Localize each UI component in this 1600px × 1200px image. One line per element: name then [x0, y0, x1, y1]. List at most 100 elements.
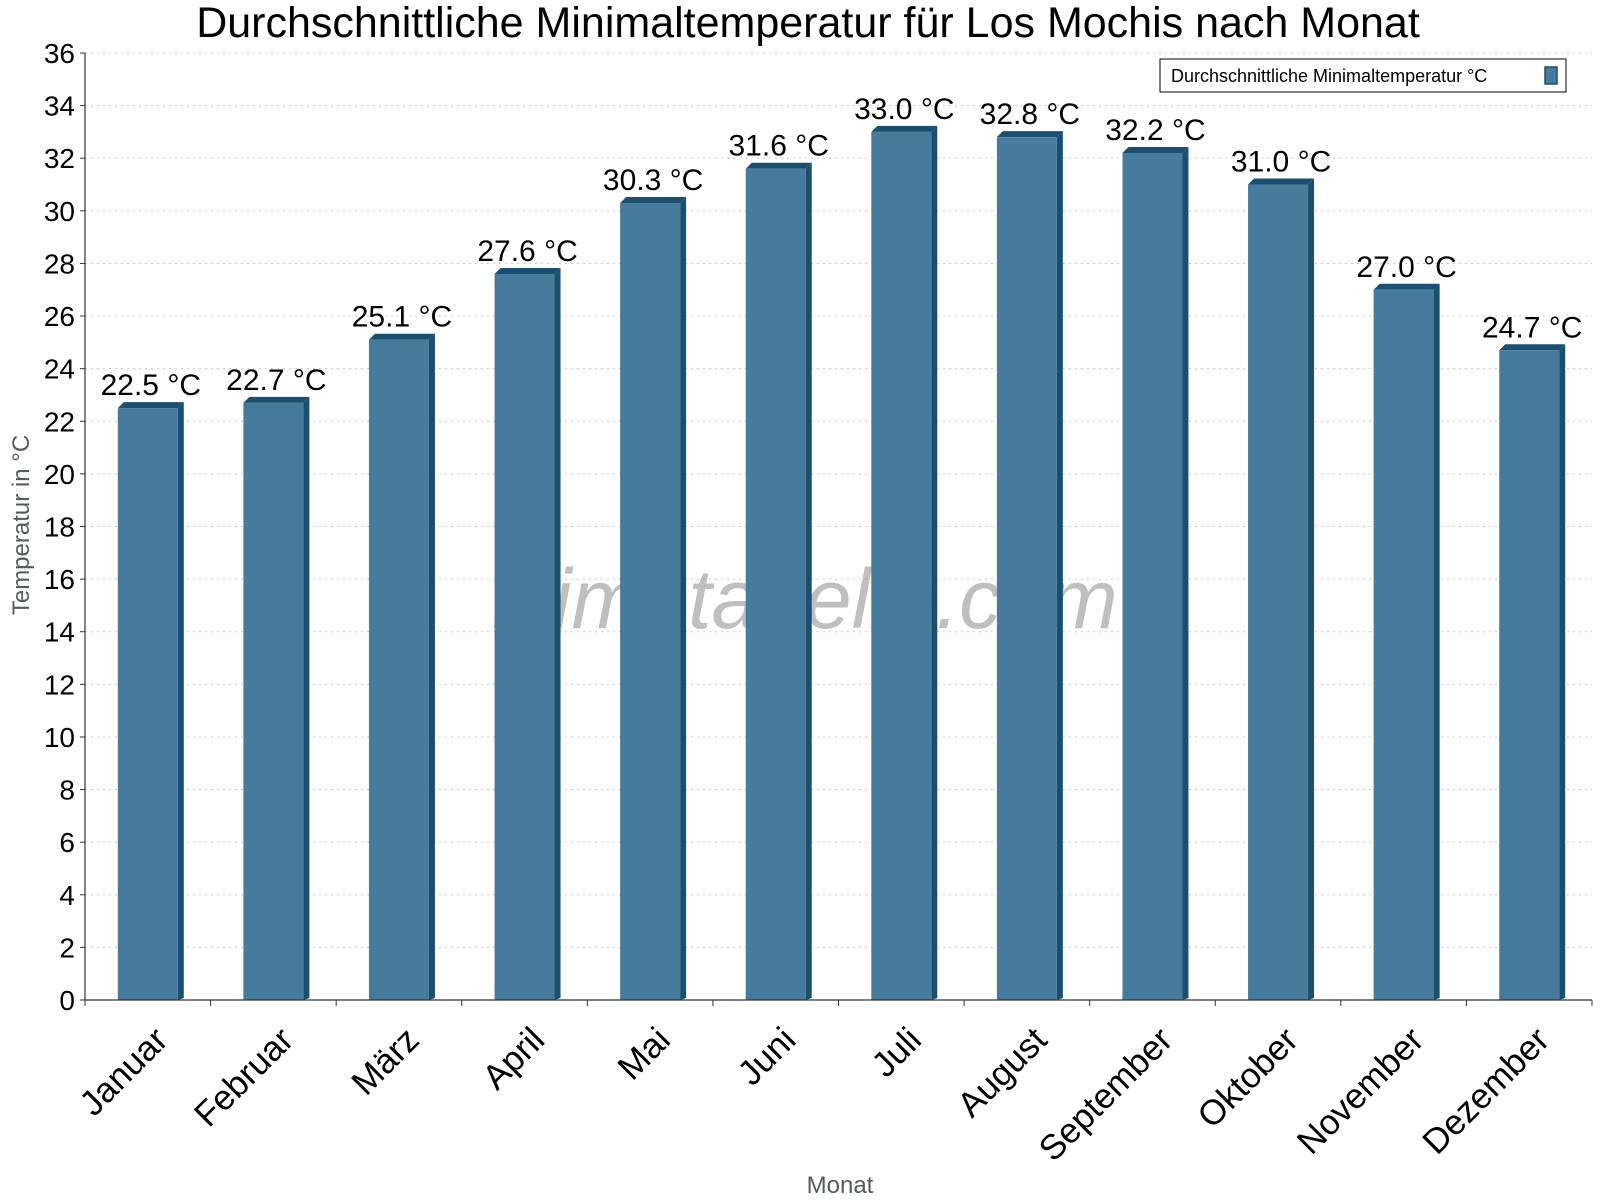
y-tick-label: 30: [44, 196, 75, 227]
bar: [1373, 283, 1440, 1000]
bar: [1499, 344, 1566, 1000]
x-tick-label: September: [1031, 1020, 1180, 1169]
bar-face: [1248, 184, 1309, 1000]
x-tick-label: August: [950, 1020, 1055, 1125]
y-axis-label: Temperatur in °C: [8, 435, 35, 615]
data-label: 25.1 °C: [352, 301, 452, 334]
bar-side: [1433, 283, 1440, 1000]
y-tick-label: 36: [44, 38, 75, 69]
y-tick-label: 0: [59, 985, 75, 1016]
bar-face: [117, 408, 178, 1000]
bar-side: [428, 333, 435, 1000]
bar-top: [368, 333, 435, 340]
bar-face: [996, 137, 1057, 1000]
x-tick-label: Mai: [610, 1020, 677, 1087]
bar-side: [554, 267, 561, 1000]
chart-title: Durchschnittliche Minimaltemperatur für …: [196, 0, 1420, 47]
y-tick-label: 34: [44, 91, 75, 122]
data-label: 24.7 °C: [1482, 311, 1582, 344]
bar-top: [494, 267, 561, 274]
axes: [80, 52, 1593, 1006]
x-tick-label: Juli: [864, 1020, 929, 1085]
bar: [494, 267, 561, 1000]
bar: [117, 402, 184, 1000]
bar: [243, 396, 310, 1000]
data-label: 32.8 °C: [980, 98, 1080, 131]
bar-top: [1248, 178, 1315, 185]
y-tick-label: 2: [59, 932, 75, 963]
bar-side: [1056, 131, 1063, 1000]
x-axis-label: Monat: [807, 1172, 874, 1199]
y-tick-label: 28: [44, 248, 75, 279]
x-tick-label: Januar: [72, 1020, 175, 1123]
legend: Durchschnittliche Minimaltemperatur °C: [1159, 58, 1567, 93]
bar-face: [745, 168, 806, 1000]
data-label: 22.7 °C: [226, 364, 326, 397]
legend-swatch: [1544, 66, 1558, 85]
bar-top: [1373, 283, 1440, 290]
bar-top: [745, 162, 812, 169]
y-tick-label: 10: [44, 722, 75, 753]
bar-face: [871, 131, 932, 1000]
data-label: 22.5 °C: [101, 369, 201, 402]
bar: [368, 333, 435, 1000]
bar-side: [303, 396, 310, 1000]
legend-label: Durchschnittliche Minimaltemperatur °C: [1171, 66, 1487, 86]
x-tick-label: Juni: [730, 1020, 803, 1093]
bar-top: [620, 196, 687, 203]
y-tick-label: 8: [59, 775, 75, 806]
bar-face: [1122, 152, 1183, 1000]
x-tick-label: November: [1290, 1020, 1432, 1162]
bar-top: [117, 402, 184, 409]
data-labels: 22.5 °C 22.7 °C 25.1 °C 27.6 °C 30.3 °C 31.6 …: [101, 93, 1583, 402]
bar-top: [1122, 146, 1189, 153]
x-tick-label: April: [475, 1020, 552, 1097]
bar-face: [494, 273, 555, 1000]
y-tick-label: 12: [44, 669, 75, 700]
bar-side: [177, 402, 184, 1000]
bar-side: [931, 125, 938, 1000]
y-tick-label: 18: [44, 512, 75, 543]
bar-side: [1559, 344, 1566, 1000]
bar-side: [805, 162, 812, 1000]
x-tick-label: Februar: [187, 1020, 301, 1134]
bar: [745, 162, 812, 1000]
data-label: 30.3 °C: [603, 164, 703, 197]
bar-side: [1182, 146, 1189, 1000]
x-tick-label: März: [344, 1020, 427, 1103]
legend-box: [1159, 58, 1567, 93]
data-label: 31.0 °C: [1231, 146, 1331, 179]
bar-face: [620, 202, 681, 1001]
y-tick-label: 22: [44, 406, 75, 437]
bar-top: [871, 125, 938, 132]
grid-lines: [85, 52, 1592, 948]
bar-top: [1499, 344, 1566, 351]
y-tick-label: 24: [44, 354, 75, 385]
x-tick-label: Oktober: [1190, 1020, 1306, 1136]
bars: [117, 125, 1566, 1001]
y-tick-label: 4: [59, 880, 75, 911]
data-label: 33.0 °C: [854, 93, 954, 126]
bar-side: [1308, 178, 1315, 1000]
bar-side: [680, 196, 687, 1001]
x-tick-label: Dezember: [1415, 1020, 1557, 1162]
data-label: 32.2 °C: [1105, 114, 1205, 147]
bar-face: [368, 339, 429, 1000]
bar: [620, 196, 687, 1001]
x-tick-labels: Januar Februar März April Mai Juni Juli AugustS…: [72, 1020, 1557, 1169]
bar-top: [243, 396, 310, 403]
y-tick-label: 6: [59, 827, 75, 858]
y-tick-label: 14: [44, 617, 75, 648]
bar: [1248, 178, 1315, 1000]
bar-top: [996, 131, 1063, 138]
bar: [996, 131, 1063, 1000]
bar-face: [1499, 350, 1560, 1000]
y-tick-label: 16: [44, 564, 75, 595]
data-label: 27.6 °C: [477, 235, 577, 268]
y-tick-label: 32: [44, 143, 75, 174]
data-label: 27.0 °C: [1356, 251, 1456, 284]
data-label: 31.6 °C: [729, 130, 829, 163]
bar: [871, 125, 938, 1000]
